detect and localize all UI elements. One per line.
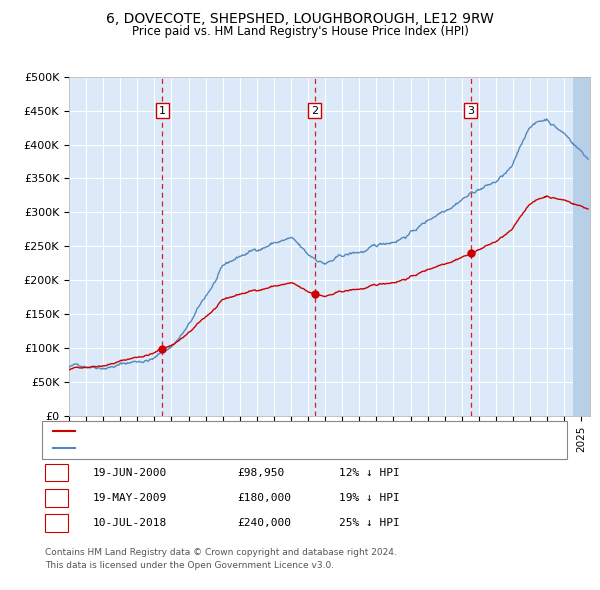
Text: 6, DOVECOTE, SHEPSHED, LOUGHBOROUGH, LE12 9RW (detached house): 6, DOVECOTE, SHEPSHED, LOUGHBOROUGH, LE1…: [78, 427, 464, 437]
Bar: [573, 77, 590, 416]
Text: 25% ↓ HPI: 25% ↓ HPI: [339, 519, 400, 528]
Text: Price paid vs. HM Land Registry's House Price Index (HPI): Price paid vs. HM Land Registry's House …: [131, 25, 469, 38]
Text: 6, DOVECOTE, SHEPSHED, LOUGHBOROUGH, LE12 9RW: 6, DOVECOTE, SHEPSHED, LOUGHBOROUGH, LE1…: [106, 12, 494, 26]
Text: £98,950: £98,950: [237, 468, 284, 477]
Text: 2: 2: [311, 106, 318, 116]
Text: 19% ↓ HPI: 19% ↓ HPI: [339, 493, 400, 503]
Text: 12% ↓ HPI: 12% ↓ HPI: [339, 468, 400, 477]
Text: 1: 1: [53, 468, 60, 477]
Text: 3: 3: [53, 519, 60, 528]
Text: 10-JUL-2018: 10-JUL-2018: [93, 519, 167, 528]
Text: HPI: Average price, detached house, Charnwood: HPI: Average price, detached house, Char…: [78, 443, 330, 453]
Text: 19-JUN-2000: 19-JUN-2000: [93, 468, 167, 477]
Text: £180,000: £180,000: [237, 493, 291, 503]
Text: Contains HM Land Registry data © Crown copyright and database right 2024.: Contains HM Land Registry data © Crown c…: [45, 548, 397, 557]
Text: £240,000: £240,000: [237, 519, 291, 528]
Text: This data is licensed under the Open Government Licence v3.0.: This data is licensed under the Open Gov…: [45, 561, 334, 570]
Text: 3: 3: [467, 106, 474, 116]
Text: 2: 2: [53, 493, 60, 503]
Text: 1: 1: [159, 106, 166, 116]
Text: 19-MAY-2009: 19-MAY-2009: [93, 493, 167, 503]
